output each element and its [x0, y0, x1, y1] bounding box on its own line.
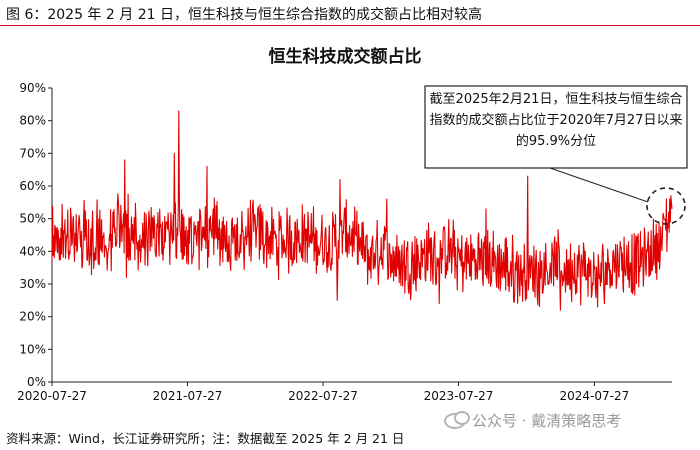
y-tick-label: 10% — [19, 342, 46, 356]
y-tick-label: 0% — [27, 375, 46, 389]
highlight-circle — [646, 187, 686, 225]
y-tick-label: 40% — [19, 244, 46, 258]
callout-text-wrap: 截至2025年2月21日，恒生科技与恒生综合指数的成交额占比位于2020年7月2… — [429, 92, 683, 149]
y-axis: 0% 10% 20% 30% 40% 50% 60% 70% 80% 90% — [19, 81, 53, 389]
callout-text: 截至2025年2月21日，恒生科技与恒生综合指数的成交额占比位于2020年7月2… — [429, 92, 683, 149]
series-line — [51, 110, 673, 311]
callout-box — [424, 85, 688, 169]
y-tick-label: 60% — [19, 179, 46, 193]
watermark: 公众号 · 戴清策略思考 — [444, 410, 621, 431]
figure-caption: 图 6：2025 年 2 月 21 日，恒生科技与恒生综合指数的成交额占比相对较… — [0, 0, 700, 26]
x-tick-label: 2024-07-27 — [560, 389, 630, 403]
watermark-text: 公众号 · 戴清策略思考 — [472, 412, 622, 430]
x-tick-label: 2023-07-27 — [424, 389, 494, 403]
wechat-icon — [444, 410, 470, 429]
line-chart: 恒生科技成交额占比 0%10%20%30%40%50%60%70%80%90% … — [17, 46, 688, 403]
y-tick-label: 90% — [19, 81, 46, 95]
source-note: 资料来源：Wind，长江证券研究所；注：数据截至 2025 年 2 月 21 日 — [6, 431, 405, 446]
y-tick-label: 70% — [19, 146, 46, 160]
callout-leader — [549, 167, 649, 203]
y-tick-label: 20% — [19, 310, 46, 324]
chart-title: 恒生科技成交额占比 — [269, 46, 422, 67]
y-tick-label: 80% — [19, 114, 46, 128]
x-tick-label: 2021-07-27 — [153, 389, 223, 403]
plot-area — [51, 110, 673, 311]
x-tick-label: 2022-07-27 — [288, 389, 358, 403]
y-tick-label: 30% — [19, 277, 46, 291]
annotation-callout: 截至2025年2月21日，恒生科技与恒生综合指数的成交额占比位于2020年7月2… — [424, 85, 688, 225]
x-axis: 2020-07-27 2021-07-27 2022-07-27 2023-07-27… — [17, 381, 672, 403]
figure-caption-text: 图 6：2025 年 2 月 21 日，恒生科技与恒生综合指数的成交额占比相对较… — [6, 7, 482, 23]
x-tick-label: 2020-07-27 — [17, 389, 87, 403]
y-tick-label: 50% — [19, 212, 46, 226]
